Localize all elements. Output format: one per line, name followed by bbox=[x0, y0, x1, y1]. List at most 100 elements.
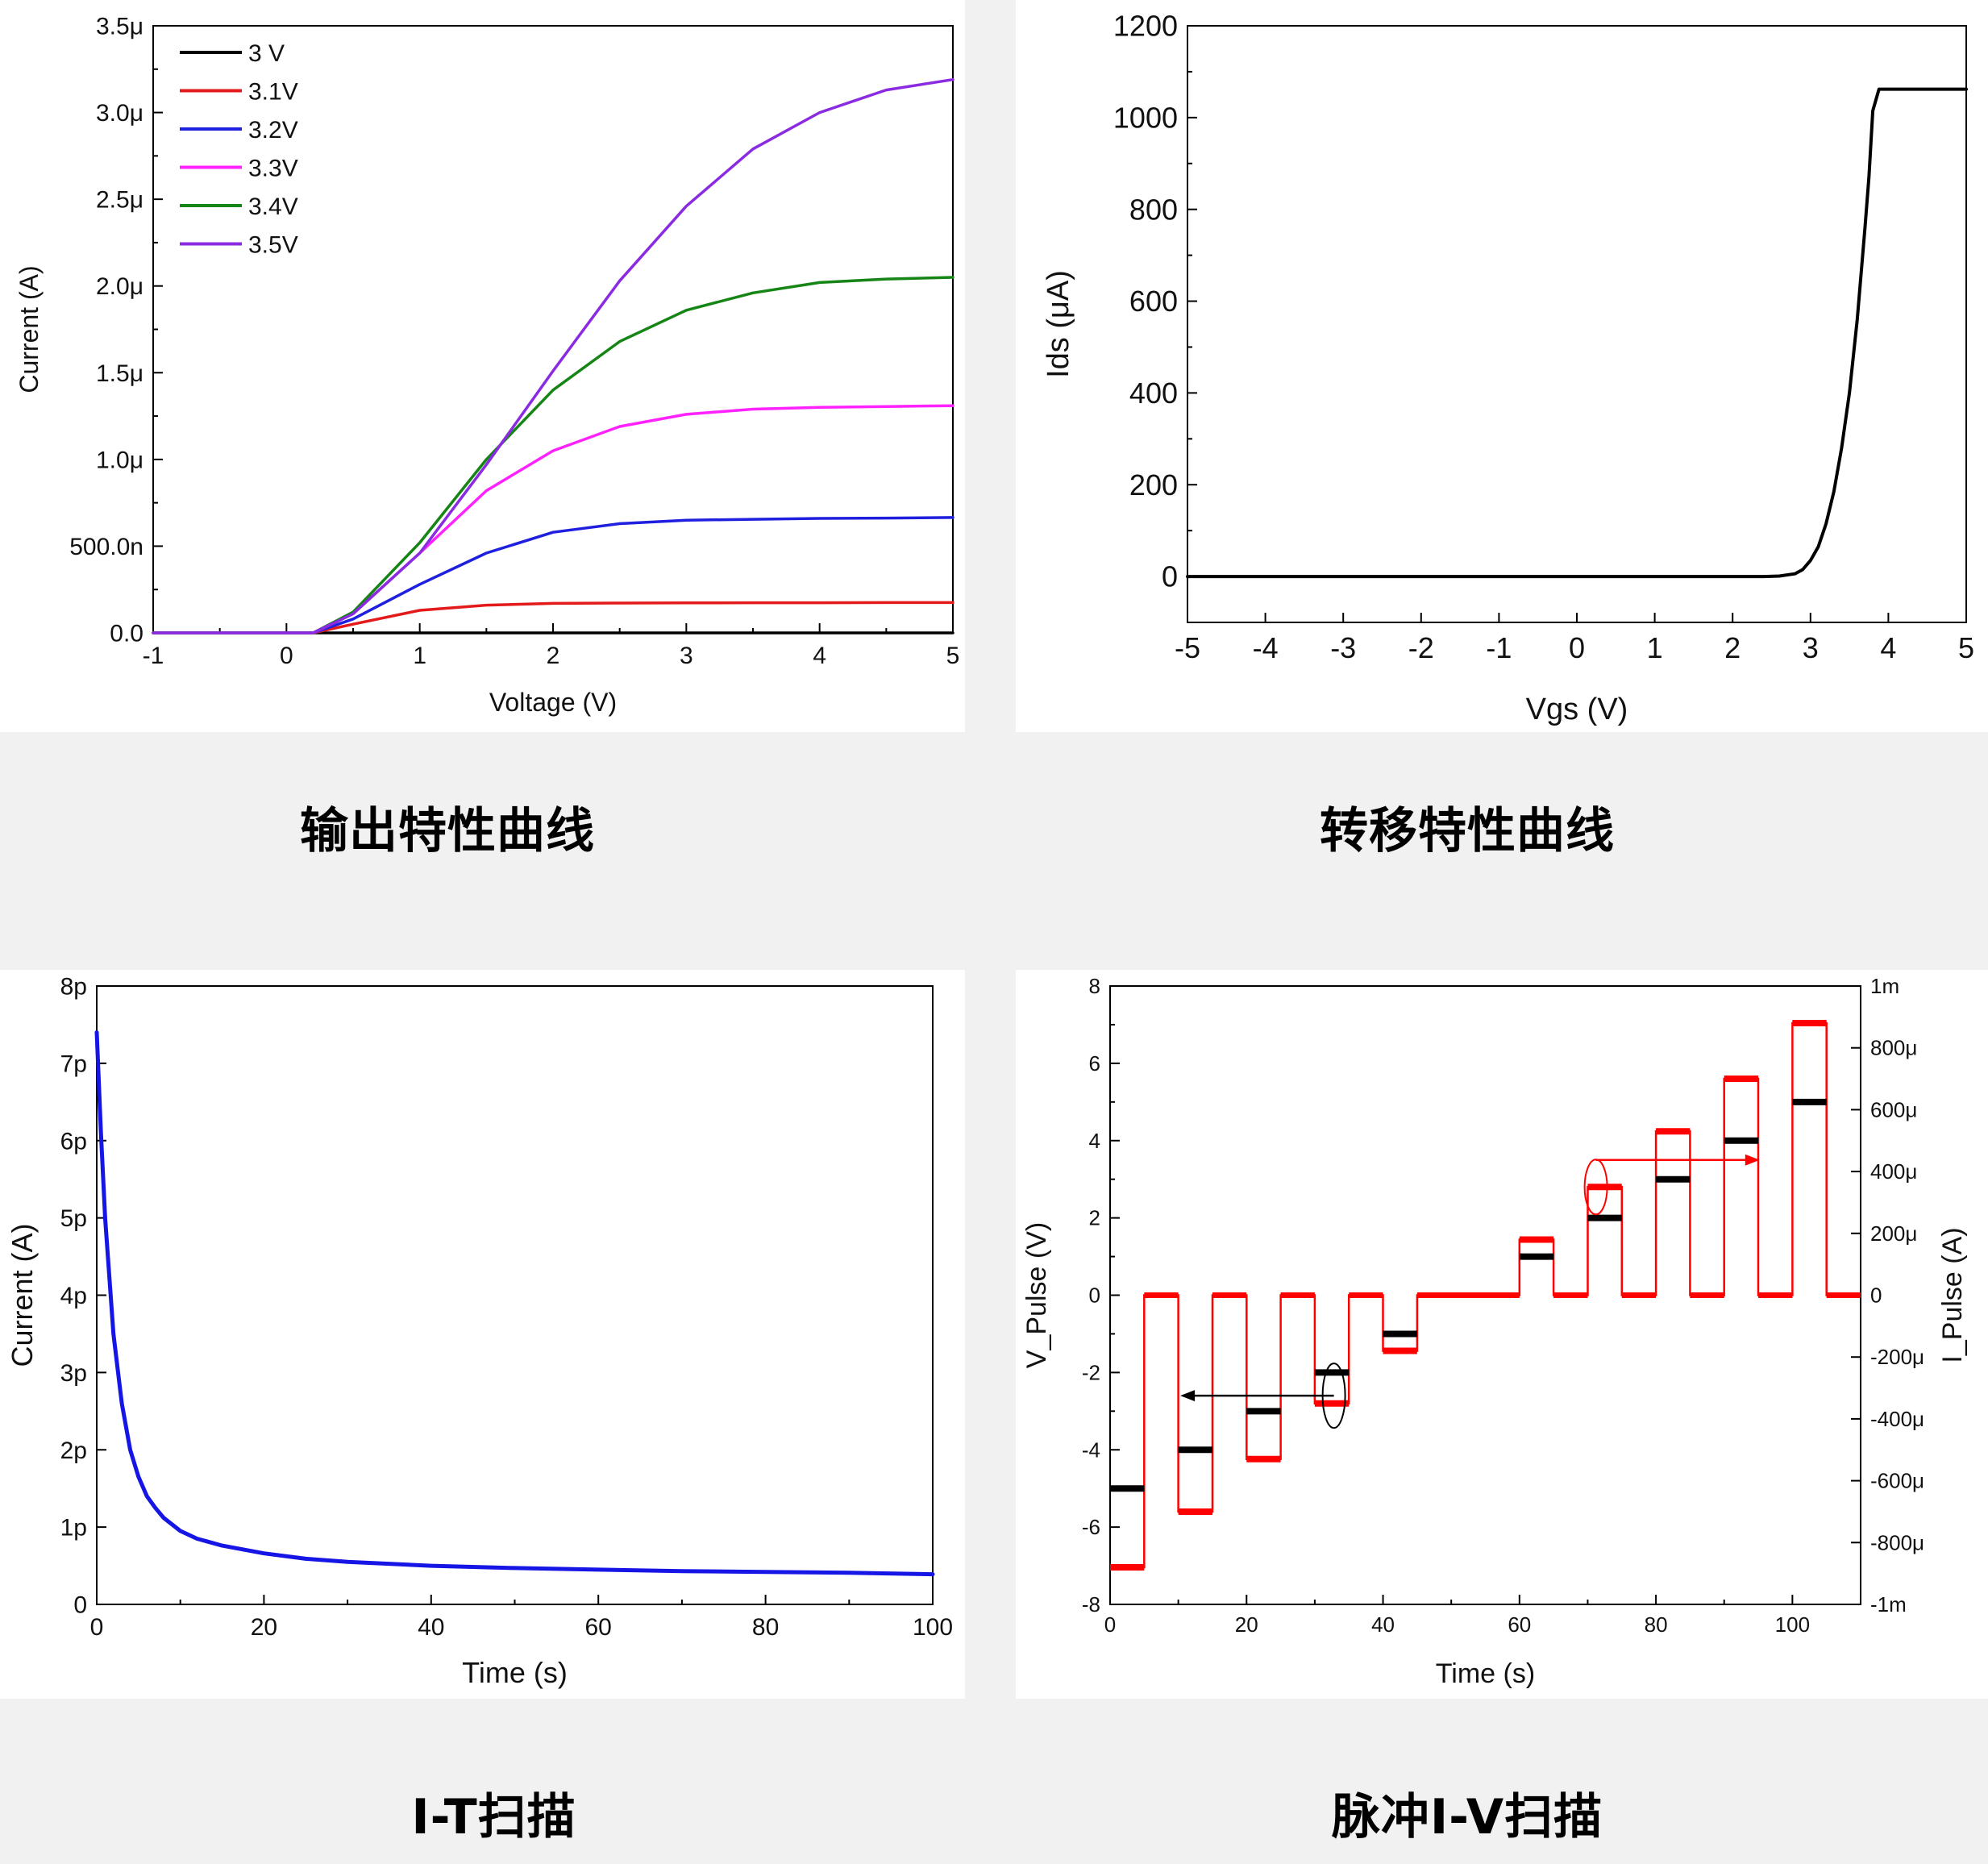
y2-tick-label: 600μ bbox=[1870, 1097, 1917, 1121]
output-characteristic-chart: -1 0 1 2 3 4 5 0.0 500.0n 1.0μ 1.5μ 2.0μ 2.5μ 3.0μ 3.5… bbox=[0, 0, 965, 732]
y-tick-label: 3p bbox=[60, 1360, 87, 1387]
y-tick-label: 0.0 bbox=[110, 621, 143, 647]
x-tick-label: 40 bbox=[1371, 1612, 1395, 1637]
y-tick-label: 0 bbox=[1089, 1284, 1100, 1308]
x-tick-label: 1 bbox=[413, 643, 426, 669]
pulse-iv-chart: 0 20 40 60 80 100 -8 -6 -4 -2 0 2 4 6 8 Time (s) V_Pulse… bbox=[1016, 970, 1988, 1699]
x-tick-label: 60 bbox=[585, 1614, 612, 1641]
y2-tick-label: 1m bbox=[1870, 974, 1899, 998]
x-tick-label: 1 bbox=[1647, 631, 1663, 664]
y-tick-label: 4 bbox=[1089, 1129, 1100, 1153]
current-decay-curve bbox=[94, 1030, 935, 1577]
y2-tick-label: 200μ bbox=[1870, 1221, 1917, 1246]
legend-label-3: 3.3V bbox=[248, 156, 298, 182]
y2-axis-label: I_Pulse (A) bbox=[1937, 1227, 1968, 1363]
y-tick-label: 1p bbox=[60, 1515, 87, 1542]
y-tick-label: 2.5μ bbox=[96, 187, 143, 214]
x-tick-label: 0 bbox=[280, 643, 293, 669]
plot-frame bbox=[1187, 25, 1967, 623]
y2-tick-label: -200μ bbox=[1870, 1345, 1924, 1369]
x-tick-label: -2 bbox=[1408, 631, 1434, 664]
y-tick-label: 400 bbox=[1129, 377, 1178, 410]
it-scan-caption: I-T扫描 bbox=[411, 1789, 576, 1845]
y-tick-label: -4 bbox=[1082, 1438, 1100, 1462]
x-tick-label: 5 bbox=[946, 643, 960, 669]
y-tick-label: 6p bbox=[60, 1128, 87, 1155]
y-tick-label: 5p bbox=[60, 1205, 87, 1232]
y-tick-label: 2p bbox=[60, 1438, 87, 1464]
plot-frame bbox=[96, 985, 934, 1605]
legend-label-2: 3.2V bbox=[248, 117, 298, 144]
output-curve-caption: 输出特性曲线 bbox=[300, 803, 595, 859]
x-tick-label: 100 bbox=[1775, 1612, 1810, 1637]
x-tick-label: -1 bbox=[1486, 631, 1512, 664]
x-tick-label: 4 bbox=[1880, 631, 1896, 664]
y2-tick-label: -600μ bbox=[1870, 1469, 1924, 1493]
y-tick-label: -8 bbox=[1082, 1592, 1100, 1616]
y-tick-label: 200 bbox=[1129, 468, 1178, 501]
y2-tick-label: 800μ bbox=[1870, 1036, 1917, 1060]
x-axis-label: Time (s) bbox=[1436, 1658, 1535, 1689]
transfer-curve bbox=[1186, 87, 1968, 579]
current-series-marker-ellipse bbox=[1583, 1159, 1608, 1216]
y-tick-label: 600 bbox=[1129, 285, 1178, 318]
y2-tick-label: 0 bbox=[1870, 1284, 1882, 1308]
x-tick-label: -1 bbox=[143, 643, 164, 669]
x-tick-label: 20 bbox=[1235, 1612, 1258, 1637]
x-tick-label: 0 bbox=[1569, 631, 1585, 664]
y-tick-label: 800 bbox=[1129, 193, 1178, 226]
y-tick-label: 2 bbox=[1089, 1206, 1100, 1230]
x-tick-label: -5 bbox=[1175, 631, 1200, 664]
y-tick-label: 2.0μ bbox=[96, 273, 143, 300]
y-tick-label: 500.0n bbox=[69, 534, 143, 560]
x-tick-label: 2 bbox=[547, 643, 560, 669]
y2-tick-label: -800μ bbox=[1870, 1530, 1924, 1554]
it-scan-chart: 0 20 40 60 80 100 0 1p 2p 3p 4p 5p 6p 7p 8p Time (s) Cur… bbox=[0, 970, 965, 1699]
x-tick-label: -4 bbox=[1253, 631, 1279, 664]
y-tick-label: 8p bbox=[60, 974, 87, 1001]
y-axis-label: Current (A) bbox=[6, 1223, 39, 1367]
x-tick-label: 3 bbox=[1803, 631, 1819, 664]
y-axis-label: V_Pulse (V) bbox=[1021, 1222, 1052, 1368]
y-tick-label: 3.0μ bbox=[96, 100, 143, 127]
y-tick-label: 1.0μ bbox=[96, 447, 143, 473]
legend-label-4: 3.4V bbox=[248, 193, 298, 220]
y-tick-label: 7p bbox=[60, 1051, 87, 1077]
x-tick-label: 80 bbox=[1645, 1612, 1668, 1637]
x-tick-label: 40 bbox=[418, 1614, 444, 1641]
y-tick-label: 1.5μ bbox=[96, 360, 143, 387]
x-tick-label: 4 bbox=[813, 643, 826, 669]
x-tick-label: 3 bbox=[680, 643, 693, 669]
x-tick-label: 60 bbox=[1508, 1612, 1531, 1637]
x-axis-label: Vgs (V) bbox=[1526, 693, 1628, 726]
x-tick-label: -3 bbox=[1330, 631, 1356, 664]
voltage-axis-arrow-head bbox=[1180, 1390, 1196, 1402]
x-tick-label: 2 bbox=[1724, 631, 1741, 664]
series-line-5 bbox=[152, 77, 954, 635]
y-axis-label: Current (A) bbox=[15, 265, 44, 393]
series-line-4 bbox=[152, 276, 954, 635]
y-tick-label: 1200 bbox=[1113, 10, 1178, 43]
y-tick-label: 8 bbox=[1089, 974, 1100, 998]
y2-tick-label: 400μ bbox=[1870, 1159, 1917, 1184]
y-tick-label: 4p bbox=[60, 1283, 87, 1309]
legend-label-5: 3.5V bbox=[248, 232, 298, 259]
current-axis-arrow-head bbox=[1745, 1154, 1760, 1166]
legend-label-0: 3 V bbox=[248, 40, 285, 67]
y-tick-label: 6 bbox=[1089, 1051, 1100, 1076]
x-axis-label: Time (s) bbox=[462, 1656, 568, 1689]
x-tick-label: 20 bbox=[251, 1614, 277, 1641]
y-tick-label: -6 bbox=[1082, 1515, 1100, 1539]
x-tick-label: 0 bbox=[90, 1614, 104, 1641]
transfer-curve-caption: 转移特性曲线 bbox=[1320, 803, 1615, 859]
y-tick-label: 3.5μ bbox=[96, 14, 143, 40]
transfer-characteristic-chart: -5 -4 -3 -2 -1 0 1 2 3 4 5 0 200 400 600 800 1000 1200 Vgs… bbox=[1016, 0, 1988, 732]
series-line-2 bbox=[152, 516, 954, 635]
x-tick-label: 0 bbox=[1104, 1612, 1116, 1637]
x-tick-label: 100 bbox=[913, 1614, 953, 1641]
x-tick-label: 5 bbox=[1958, 631, 1974, 664]
y2-tick-label: -400μ bbox=[1870, 1407, 1924, 1431]
y-tick-label: -2 bbox=[1082, 1360, 1100, 1384]
y-tick-label: 1000 bbox=[1113, 101, 1178, 134]
y2-tick-label: -1m bbox=[1870, 1592, 1907, 1616]
